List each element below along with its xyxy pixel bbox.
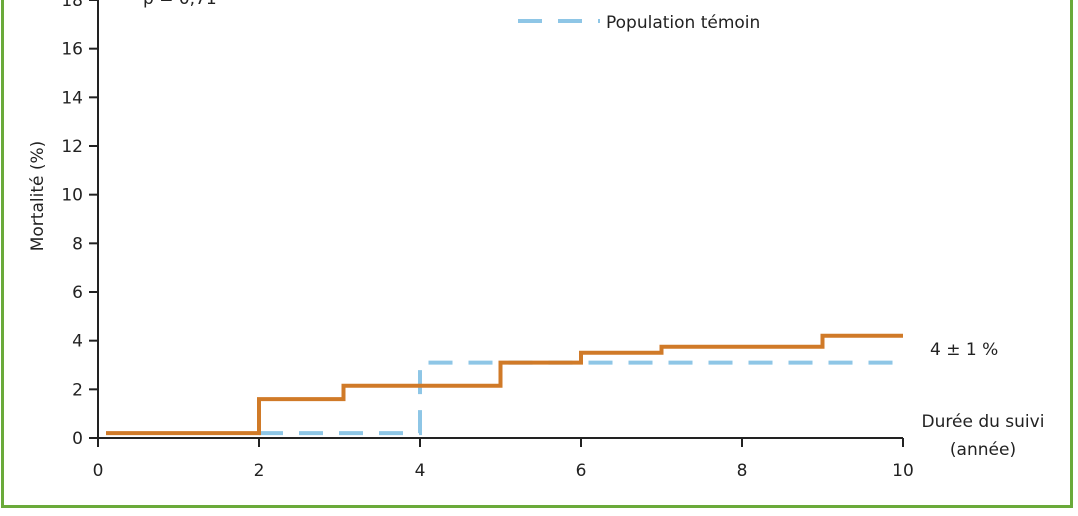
y-tick-label: 12: [61, 137, 83, 157]
figure-frame: [1, 0, 1073, 508]
y-tick-label: 0: [72, 429, 83, 449]
legend-control-label: Population témoin: [606, 13, 760, 33]
series-layer: [106, 333, 903, 436]
x-axis-label-line2: (année): [950, 440, 1016, 460]
y-tick-label: 8: [72, 234, 83, 254]
x-tick-label: 4: [415, 461, 426, 481]
x-axis-label-line1: Durée du suivi: [922, 412, 1045, 432]
y-tick-label: 6: [72, 283, 83, 303]
legend: Population témoin: [518, 13, 760, 33]
y-tick-label: 2: [72, 380, 83, 400]
control-series-line: [259, 360, 903, 436]
axes: 0 2 4 6 8 10 12 14 16 18 0 2 4 6 8 10: [61, 0, 914, 481]
cohort-series-line: [106, 333, 903, 436]
x-tick-label: 0: [93, 461, 104, 481]
y-tick-label: 14: [61, 88, 83, 108]
stat-annotation: p = 0,71: [143, 0, 217, 9]
y-tick-label: 16: [61, 40, 83, 60]
x-tick-label: 6: [576, 461, 587, 481]
end-annotation: 4 ± 1 %: [930, 340, 998, 360]
y-tick-label: 18: [61, 0, 83, 11]
y-axis-label: Mortalité (%): [28, 141, 48, 252]
x-tick-label: 10: [892, 461, 914, 481]
y-tick-label: 4: [72, 332, 83, 352]
x-tick-label: 2: [254, 461, 265, 481]
x-tick-label: 8: [737, 461, 748, 481]
y-tick-label: 10: [61, 186, 83, 206]
